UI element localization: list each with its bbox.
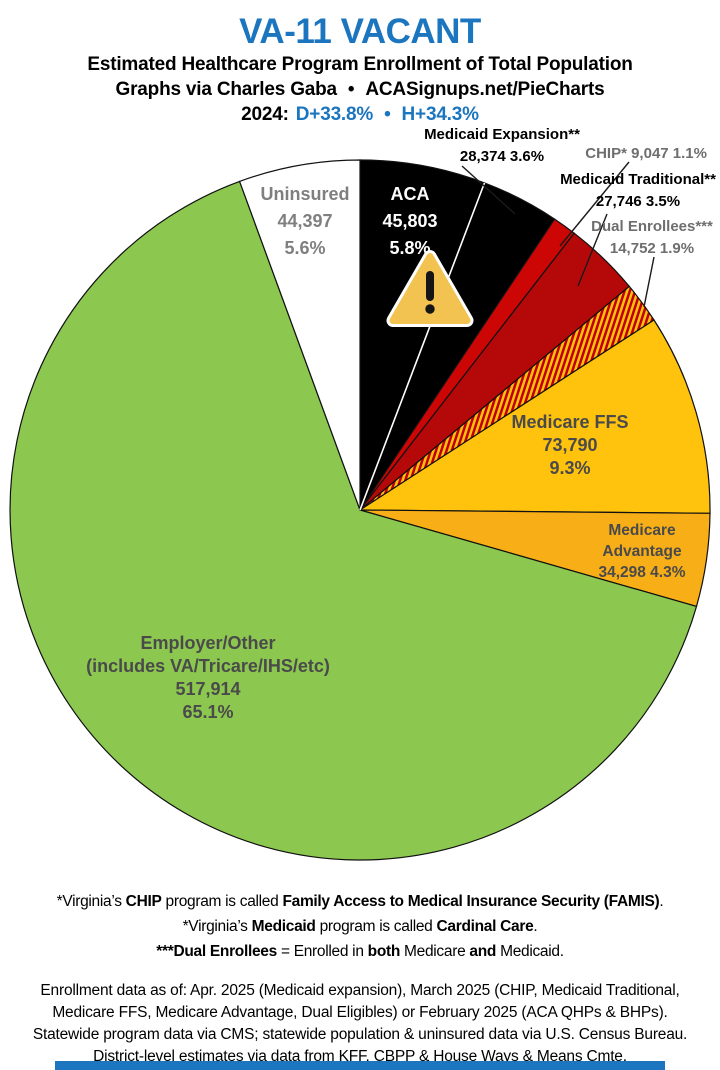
warning-exclamation-dot [425,304,435,314]
leader-line-chip [559,161,630,247]
medicare-ffs-label-pct: 9.3% [549,458,591,478]
medicaid-traditional-label-name: Medicaid Traditional** [560,171,716,188]
leader-lines [461,161,655,308]
uninsured-label-name: Uninsured [260,184,350,204]
slice-uninsured [238,159,361,511]
lean-dem-margin: D+33.8% [295,104,374,125]
source-line-1: Enrollment data as of: Apr. 2025 (Medica… [40,982,680,999]
source-line-3: Statewide program data via CMS; statewid… [32,1026,688,1043]
leader-line-medicaid-traditional [577,213,608,287]
chip-label: CHIP* 9,047 1.1% [557,143,707,165]
slice-divider-line [359,182,486,511]
source-line-4: District-level estimates via data from K… [93,1048,627,1065]
medicaid-expansion-label: Medicaid Expansion** 28,374 3.6% [392,124,612,168]
aca-slice-label: ACA 45,803 5.8% [352,181,468,262]
footnote-medicaid: *Virginia’s Medicaid program is called C… [182,918,538,935]
leader-line-dual-enrollees [643,256,655,308]
lean-bullet-icon: • [384,104,391,125]
district-title: VA-11 VACANT [239,12,481,51]
uninsured-label-pct: 5.6% [284,238,326,258]
dual-enrollees-label-value: 14,752 1.9% [609,240,695,257]
credit-site: ACASignups.net/PieCharts [365,79,605,100]
dual-enrollees-label-name: Dual Enrollees*** [591,218,713,235]
footnote-dual: ***Dual Enrollees = Enrolled in both Med… [156,943,564,960]
medicaid-traditional-label-value: 27,746 3.5% [595,193,681,210]
medicare-ffs-label-name: Medicare FFS [511,412,629,432]
leader-line-medicaid-expansion [461,165,516,215]
pie-chart-svg [9,159,711,861]
employer-label-pct: 65.1% [182,702,234,722]
employer-label-name: Employer/Other [140,633,276,653]
employer-label-value: 517,914 [175,679,241,699]
uninsured-slice-label: Uninsured 44,397 5.6% [247,181,363,262]
bottom-accent-bar [55,1061,665,1070]
aca-label-pct: 5.8% [389,238,431,258]
lean-year: 2024: [241,104,289,125]
lean-house-margin: H+34.3% [401,104,479,125]
medicare-ffs-label-value: 73,790 [542,435,598,455]
warning-icon [386,250,474,327]
footnotes: *Virginia’s CHIP program is called Famil… [0,889,720,964]
credit-line: Graphs via Charles Gaba • ACASignups.net/P… [0,77,720,102]
medicaid-expansion-label-name: Medicaid Expansion** [424,126,580,143]
slice-employer-other [9,180,698,861]
source-line-2: Medicare FFS, Medicare Advantage, Dual E… [52,1004,668,1021]
employer-other-slice-label: Employer/Other (includes VA/Tricare/IHS/… [80,632,336,724]
aca-label-value: 45,803 [382,211,438,231]
footnote-chip: *Virginia’s CHIP program is called Famil… [56,893,664,910]
credit-bullet-icon: • [347,79,355,100]
partisan-lean-line: 2024: D+33.8% • H+34.3% [0,102,720,127]
medicaid-expansion-label-value: 28,374 3.6% [459,148,545,165]
pie-slices [9,159,711,861]
medicare-advantage-label-name2: Advantage [602,543,682,560]
medicare-advantage-slice-label: Medicare Advantage 34,298 4.3% [562,520,720,583]
chip-label-text: CHIP* 9,047 1.1% [585,145,707,162]
medicaid-traditional-label: Medicaid Traditional** 27,746 3.5% [545,169,720,213]
medicare-advantage-label-value: 34,298 4.3% [598,564,686,581]
credit-prefix: Graphs via Charles Gaba [115,79,338,100]
aca-label-name: ACA [390,184,430,204]
medicare-advantage-label-name1: Medicare [608,522,676,539]
slice-aca [359,159,486,511]
medicare-ffs-slice-label: Medicare FFS 73,790 9.3% [490,411,650,480]
header: VA-11 VACANT Estimated Healthcare Progra… [0,12,720,127]
slice-medicare-ffs [357,319,711,514]
subtitle: Estimated Healthcare Program Enrollment … [87,54,633,75]
employer-label-detail: (includes VA/Tricare/IHS/etc) [86,656,330,676]
data-sources: Enrollment data as of: Apr. 2025 (Medica… [0,980,720,1068]
uninsured-label-value: 44,397 [277,211,333,231]
dual-enrollees-label: Dual Enrollees*** 14,752 1.9% [577,216,720,260]
